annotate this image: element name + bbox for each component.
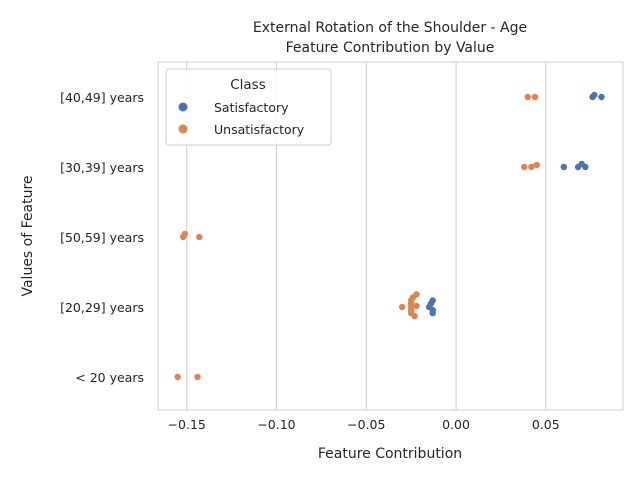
data-point: [589, 93, 596, 101]
data-point: [399, 303, 406, 311]
data-point: [411, 313, 418, 320]
data-point: [528, 163, 535, 171]
y-tick-label: < 20 years: [75, 370, 144, 385]
legend-label-satisfactory: Satisfactory: [214, 100, 289, 115]
y-tick-label: [30,39] years: [60, 160, 144, 175]
y-tick-label: [50,59] years: [60, 230, 144, 245]
legend: Class Satisfactory Unsatisfactory: [165, 68, 332, 146]
y-tick-label: [20,29] years: [60, 300, 144, 315]
legend-marker-unsatisfactory: [178, 124, 188, 134]
data-point: [413, 302, 420, 310]
legend-box: [165, 68, 332, 146]
x-tick-labels: −0.15 −0.10 −0.05 0.00 0.05: [168, 417, 560, 432]
legend-label-unsatisfactory: Unsatisfactory: [214, 122, 305, 137]
y-tick-label: [40,49] years: [60, 90, 144, 105]
data-point: [196, 233, 203, 241]
legend-marker-satisfactory: [178, 102, 188, 112]
x-tick-label: −0.10: [257, 417, 295, 432]
data-points: [174, 91, 605, 381]
legend-title: Class: [230, 77, 266, 93]
x-tick-label: 0.00: [442, 417, 470, 432]
data-point: [179, 233, 187, 241]
data-point: [560, 163, 567, 171]
data-point: [598, 93, 605, 101]
chart-title: External Rotation of the Shoulder - Age: [253, 20, 527, 36]
data-point: [429, 309, 436, 317]
x-tick-label: −0.05: [347, 417, 385, 432]
data-point: [521, 163, 528, 171]
data-point: [531, 93, 539, 101]
y-tick-labels: [40,49] years [30,39] years [50,59] years […: [60, 90, 144, 385]
plot-frame: [157, 61, 624, 411]
data-point: [194, 373, 201, 381]
x-axis-label: Feature Contribution: [318, 446, 462, 462]
data-point: [574, 163, 582, 171]
data-point: [174, 373, 181, 381]
data-point: [524, 93, 531, 101]
data-point: [582, 163, 589, 171]
data-point: [533, 161, 540, 169]
x-tick-label: −0.15: [168, 417, 206, 432]
chart-subtitle: Feature Contribution by Value: [286, 40, 495, 56]
y-axis-label: Values of Feature: [20, 175, 36, 296]
x-tick-label: 0.05: [532, 417, 560, 432]
